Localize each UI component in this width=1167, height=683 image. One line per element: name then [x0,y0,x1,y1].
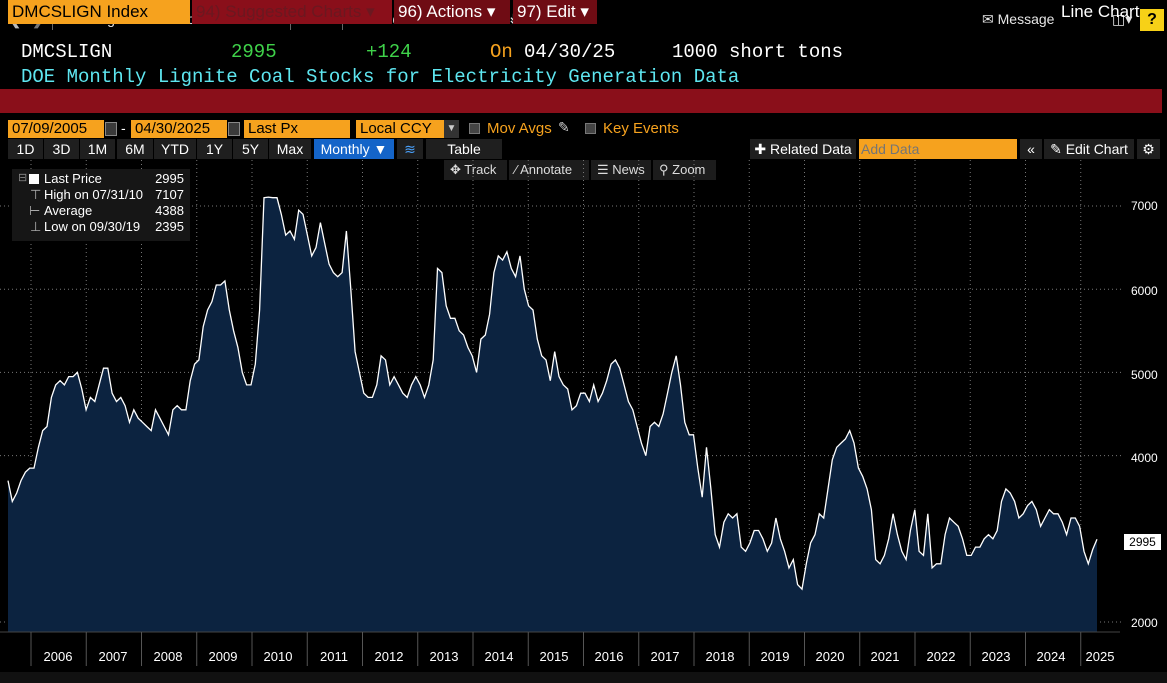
y-tick-label: 2000 [1131,616,1158,630]
x-tick-label: 2009 [208,649,238,664]
legend-average: ⊢ Average 4388 [29,203,184,218]
period-6m[interactable]: 6M [117,139,153,159]
x-tick-label: 2021 [870,649,900,664]
crosshair-icon: ✥ [450,162,461,177]
chart-style-icon[interactable]: ≋ [397,139,423,159]
collapse-box-icon[interactable]: ⊟ [18,172,28,184]
x-tick-label: 2023 [981,649,1011,664]
y-tick-label: 4000 [1131,451,1158,465]
suggested-charts-button[interactable]: 94) Suggested Charts ▾ [192,0,392,24]
y-tick-label: 7000 [1131,199,1158,213]
chart-subtitle: DOE Monthly Lignite Coal Stocks for Elec… [21,66,740,88]
legend-low: ⊥ Low on 09/30/19 2395 [30,219,184,234]
units: 1000 short tons [672,41,844,63]
news-icon: ☰ [597,162,609,177]
gear-icon[interactable]: ⚙ [1137,139,1160,159]
price-change: +124 [366,41,412,63]
x-tick-label: 2018 [705,649,735,664]
legend-high: ⊤ High on 07/31/10 7107 [30,187,184,202]
chart-legend: ⊟ Last Price 2995 ⊤ High on 07/31/10 710… [12,169,190,241]
on-label: On [490,41,513,63]
x-tick-label: 2014 [484,649,514,664]
period-max[interactable]: Max [269,139,311,159]
price-date: 04/30/25 [524,41,616,63]
x-tick-label: 2022 [926,649,956,664]
mov-avgs-label[interactable]: Mov Avgs [487,120,552,137]
area-fill [8,197,1097,632]
key-events-checkbox[interactable] [585,123,596,134]
x-tick-label: 2007 [98,649,128,664]
envelope-icon: ✉ [982,11,994,27]
calendar-icon[interactable] [105,122,117,136]
annotate-button[interactable]: ∕ Annotate [509,160,589,180]
collapse-icon[interactable]: « [1020,139,1042,159]
ticker: DMCSLIGN [21,41,113,63]
edit-button[interactable]: 97) Edit ▾ [513,0,597,24]
x-tick-label: 2019 [760,649,790,664]
currency-select[interactable]: Local CCY [356,120,444,138]
x-tick-label: 2024 [1036,649,1066,664]
pencil-icon[interactable]: ✎ [558,119,570,135]
y-tick-label: 5000 [1131,368,1158,382]
x-tick-label: 2015 [539,649,569,664]
zoom-button[interactable]: ⚲ Zoom [653,160,716,180]
x-tick-label: 2025 [1085,649,1115,664]
chevron-down-icon[interactable]: ▼ [444,120,459,138]
period-1m[interactable]: 1M [80,139,115,159]
related-data-button[interactable]: ✚ Related Data [750,139,856,159]
series-line [7,196,1098,591]
y-tick-label: 6000 [1131,284,1158,298]
pencil-icon: ✎ [1050,141,1062,157]
x-tick-label: 2012 [374,649,404,664]
date-dash: - [121,120,126,136]
end-date-field[interactable]: 04/30/2025 [131,120,227,138]
last-price: 2995 [231,41,277,63]
help-button[interactable]: ? [1140,9,1164,31]
key-events-label[interactable]: Key Events [603,120,679,137]
x-tick-label: 2010 [263,649,293,664]
message-button[interactable]: ✉ Message [982,11,1055,27]
x-tick-label: 2011 [320,649,348,664]
period-1y[interactable]: 1Y [197,139,232,159]
frequency-select[interactable]: Monthly ▼ [314,139,394,159]
x-tick-marks [30,632,1082,666]
x-tick-label: 2008 [153,649,183,664]
average-marker-icon: ⊢ [29,203,41,218]
price-field-select[interactable]: Last Px [244,120,350,138]
low-marker-icon: ⊥ [30,219,42,234]
high-marker-icon: ⊤ [30,187,42,202]
zoom-icon: ⚲ [659,162,669,177]
legend-last-price[interactable]: ⊟ Last Price 2995 [18,171,184,186]
line-chart[interactable] [0,160,1167,683]
x-tick-label: 2020 [815,649,845,664]
last-value-marker: 2995 [1124,534,1161,550]
chart-type-label[interactable]: Line Chart [1061,2,1140,21]
security-field[interactable]: DMCSLIGN Index [8,0,190,24]
x-tick-label: 2013 [429,649,459,664]
window-menu-icon[interactable]: ◫▾ [1112,11,1133,27]
edit-chart-button[interactable]: ✎ Edit Chart [1044,139,1134,159]
status-strip [0,672,1167,683]
news-button[interactable]: ☰ News [591,160,651,180]
start-date-field[interactable]: 07/09/2005 [8,120,104,138]
actions-button[interactable]: 96) Actions ▾ [394,0,510,24]
period-1d[interactable]: 1D [8,139,43,159]
annotate-icon: ∕ [515,162,518,177]
white-swatch-icon [29,174,39,184]
period-3d[interactable]: 3D [44,139,79,159]
table-button[interactable]: Table [426,139,502,159]
period-5y[interactable]: 5Y [233,139,268,159]
x-tick-label: 2016 [594,649,624,664]
x-tick-label: 2017 [650,649,680,664]
x-tick-label: 2006 [43,649,73,664]
add-data-input[interactable] [859,139,1017,159]
calendar-icon[interactable] [228,122,240,136]
period-ytd[interactable]: YTD [154,139,196,159]
action-bar [0,89,1162,113]
track-button[interactable]: ✥ Track [444,160,507,180]
mov-avgs-checkbox[interactable] [469,123,480,134]
